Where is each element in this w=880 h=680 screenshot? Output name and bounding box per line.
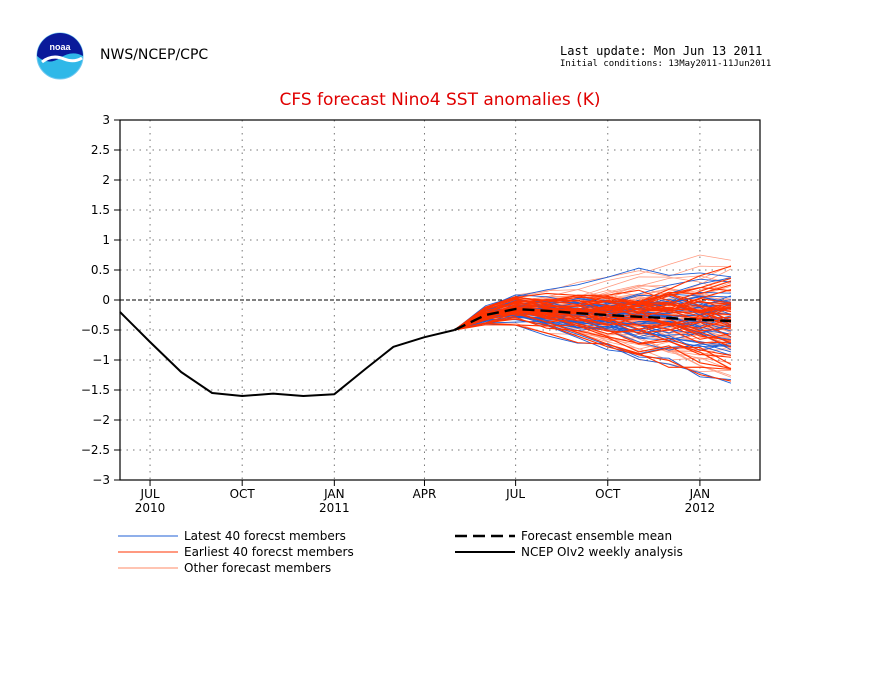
earliest-member-line xyxy=(454,313,732,365)
earliest-member-line xyxy=(454,298,732,341)
earliest-member-line xyxy=(454,284,732,331)
y-axis: −3 −2.5 −2 −1.5 −1 −0.5 0 0.5 1 1.5 2 2.5 3 xyxy=(81,113,120,487)
y-tick-label: 2 xyxy=(102,173,110,187)
y-tick-label: 2.5 xyxy=(91,143,110,157)
x-tick-year-label: 2012 xyxy=(685,501,716,515)
legend-label: Forecast ensemble mean xyxy=(521,529,672,543)
earliest-member-line xyxy=(454,298,732,331)
x-tick-year-label: 2011 xyxy=(319,501,350,515)
y-tick-label: 1 xyxy=(102,233,110,247)
legend-label: Latest 40 forecst members xyxy=(184,529,346,543)
initial-conditions-label: Initial conditions: 13May2011-11Jun2011 xyxy=(560,59,772,69)
y-tick-label: 3 xyxy=(102,113,110,127)
x-tick-year-label: 2010 xyxy=(135,501,166,515)
y-tick-label: −3 xyxy=(92,473,110,487)
x-tick-label: OCT xyxy=(230,487,256,501)
y-tick-label: −2.5 xyxy=(81,443,110,457)
analysis-line xyxy=(119,311,455,397)
legend-label: Earliest 40 forecst members xyxy=(184,545,354,559)
y-tick-label: −1.5 xyxy=(81,383,110,397)
earliest-member-line xyxy=(454,304,732,332)
y-tick-label: −1 xyxy=(92,353,110,367)
legend-label: NCEP OIv2 weekly analysis xyxy=(521,545,683,559)
noaa-logo: noaa xyxy=(36,32,84,80)
earliest-member-line xyxy=(454,324,731,370)
earliest-member-line xyxy=(454,308,732,356)
x-tick-label: JUL xyxy=(140,487,160,501)
x-tick-label: JAN xyxy=(323,487,345,501)
y-tick-label: 1.5 xyxy=(91,203,110,217)
latest-member-line xyxy=(454,267,732,331)
ensemble-members xyxy=(454,254,732,384)
y-tick-label: 0.5 xyxy=(91,263,110,277)
last-update-label: Last update: Mon Jun 13 2011 xyxy=(560,44,763,58)
svg-text:noaa: noaa xyxy=(49,42,71,52)
legend-label: Other forecast members xyxy=(184,561,331,575)
x-tick-label: JUL xyxy=(505,487,525,501)
legend: Latest 40 forecst members Earliest 40 for… xyxy=(118,529,683,575)
x-tick-label: OCT xyxy=(595,487,621,501)
series-lines xyxy=(119,307,732,397)
x-tick-label: APR xyxy=(413,487,437,501)
chart-title: CFS forecast Nino4 SST anomalies (K) xyxy=(279,90,601,110)
y-tick-label: −0.5 xyxy=(81,323,110,337)
latest-member-line xyxy=(454,315,732,347)
y-tick-label: −2 xyxy=(92,413,110,427)
ensemble-mean-line xyxy=(454,307,732,332)
earliest-member-line xyxy=(454,309,732,331)
earliest-member-line xyxy=(454,316,732,369)
earliest-member-line xyxy=(454,265,732,331)
y-tick-label: 0 xyxy=(102,293,110,307)
x-tick-label: JAN xyxy=(689,487,711,501)
earliest-member-line xyxy=(454,322,732,340)
agency-label: NWS/NCEP/CPC xyxy=(100,47,209,63)
